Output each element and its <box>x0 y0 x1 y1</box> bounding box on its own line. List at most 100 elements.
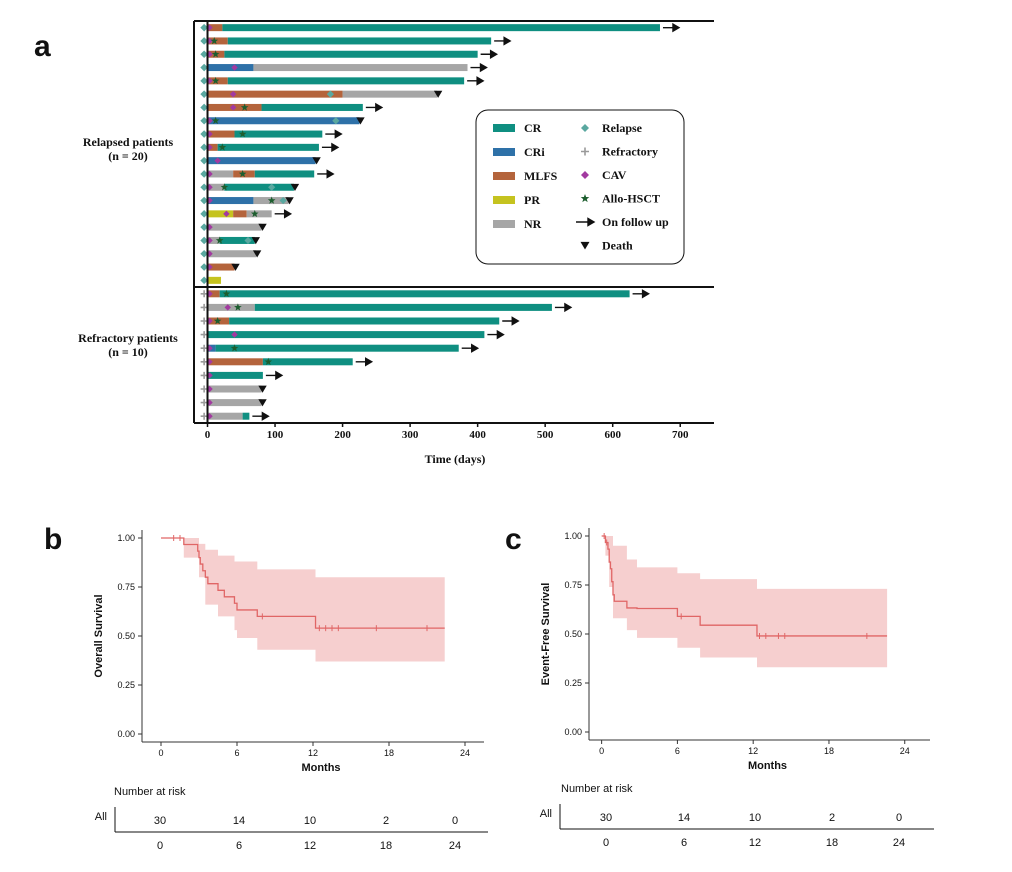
legend-label-refractory: Refractory <box>602 145 658 159</box>
patient-22-cr-bar <box>254 303 552 311</box>
patient-18-nr-bar <box>207 250 257 258</box>
patient-14-death-marker <box>285 197 294 205</box>
km-event-free-survival: 0.00 0.25 0.50 0.75 1.00 0 6 12 18 24 Months Event-… <box>540 528 934 849</box>
km1-risk-time-0: 0 <box>157 840 163 852</box>
panel-b-label: b <box>44 523 62 556</box>
patient-23-allo-marker <box>213 317 222 325</box>
km2-y-tick-label-0: 0.00 <box>564 727 582 737</box>
patient-24-refractory-marker <box>200 331 208 339</box>
patient-27-cr-bar <box>207 371 263 379</box>
patient-15-cav-marker <box>223 210 230 218</box>
patient-14-allo-marker <box>267 196 276 204</box>
patient-17-relapse-mid-1 <box>244 236 252 245</box>
patient-4-cav-marker <box>231 64 238 71</box>
patient-21-follow-arrow <box>632 289 650 299</box>
legend-frame <box>475 109 685 265</box>
km2-y-tick-label-4: 1.00 <box>564 531 582 541</box>
panel-c-label: c <box>505 523 522 556</box>
km1-risk-time-2: 12 <box>304 840 316 852</box>
patient-5-relapse-marker <box>200 77 208 85</box>
patient-9-relapse-marker <box>200 130 208 138</box>
swimmer-x-tick-label-100: 100 <box>267 429 284 441</box>
patient-19-mlfs-bar <box>207 263 235 271</box>
km2-y-tick-label-2: 0.50 <box>564 629 582 639</box>
patient-13-allo-marker <box>220 183 229 191</box>
km1-risk-row-label: All <box>95 811 107 823</box>
patient-9-follow-arrow <box>325 129 343 139</box>
patient-23-cr-bar <box>229 317 500 325</box>
patient-13-cr-bar <box>224 183 294 191</box>
group-count-refractory: (n = 10) <box>108 345 148 359</box>
patient-13-relapse-marker <box>200 183 208 192</box>
patient-16-relapse-marker <box>200 223 208 231</box>
km2-risk-time-4: 24 <box>893 837 905 849</box>
patient-3-follow-arrow <box>480 49 499 59</box>
legend-symbol-relapse <box>581 124 589 132</box>
patient-7-follow-arrow <box>365 102 384 113</box>
km1-confidence-band <box>161 538 445 662</box>
patient-7-allo-marker <box>240 103 249 111</box>
km2-x-tick-label-12: 12 <box>748 746 758 756</box>
swimmer-x-tick-label-600: 600 <box>604 429 621 441</box>
km2-risk-count-3: 2 <box>829 812 835 824</box>
patient-18-death-marker <box>252 250 262 258</box>
patient-30-cr-bar <box>242 412 250 420</box>
patient-13-relapse-mid-1 <box>268 183 276 191</box>
km1-x-tick-label-0: 0 <box>158 748 163 758</box>
patient-3-cr-bar <box>224 50 478 58</box>
patient-28-nr-bar <box>207 385 262 393</box>
km1-x-tick-label-6: 6 <box>234 748 239 758</box>
patient-18-relapse-marker <box>200 249 208 258</box>
patient-12-cr-bar <box>254 170 315 178</box>
patient-24-cr-bar <box>207 331 485 339</box>
km1-risk-count-4: 0 <box>452 815 458 827</box>
legend-swatch-nr <box>493 220 515 228</box>
km2-risk-row-label: All <box>540 808 552 820</box>
km1-y-tick-label-2: 0.50 <box>117 631 135 641</box>
patient-6-mlfs-bar <box>207 90 343 98</box>
legend-label-relapse: Relapse <box>602 121 643 135</box>
patient-10-cr-bar <box>217 143 319 151</box>
patient-10-relapse-marker <box>200 143 208 152</box>
legend-label-pr: PR <box>524 193 540 207</box>
patient-22-refractory-marker <box>200 303 208 311</box>
panel-a-label: a <box>34 30 51 63</box>
legend-label-death: Death <box>602 239 633 253</box>
group-label-refractory: Refractory patients <box>78 331 178 345</box>
km1-y-tick-label-3: 0.75 <box>117 582 135 592</box>
patient-10-follow-arrow <box>321 142 340 153</box>
patient-29-nr-bar <box>207 399 262 407</box>
km1-risk-count-0: 30 <box>154 815 166 827</box>
patient-15-relapse-marker <box>200 210 208 218</box>
patient-21-mlfs-bar <box>207 290 220 298</box>
patient-6-cav-marker <box>229 90 237 98</box>
swimmer-bars <box>207 24 660 420</box>
km2-x-tick-label-18: 18 <box>824 746 834 756</box>
km1-risk-count-3: 2 <box>383 815 389 827</box>
legend-swatch-cr <box>493 124 515 132</box>
patient-8-cri-bar <box>207 117 360 125</box>
patient-4-cri-bar <box>207 64 254 72</box>
swimmer-x-tick-label-400: 400 <box>469 429 486 441</box>
patient-5-allo-marker <box>211 76 220 85</box>
patient-21-cr-bar <box>219 290 630 298</box>
patient-1-relapse-marker <box>200 23 208 32</box>
patient-10-allo-marker <box>218 143 227 151</box>
legend-symbol-refractory <box>581 147 589 156</box>
patient-19-death-marker <box>231 263 240 271</box>
legend-label-mlfs: MLFS <box>524 169 558 183</box>
patient-25-allo-marker <box>230 344 239 352</box>
patient-22-cav-marker <box>224 304 231 311</box>
patient-11-cri-bar <box>207 157 316 165</box>
patient-8-relapse-marker <box>200 116 208 125</box>
km1-risk-time-4: 24 <box>449 840 461 852</box>
patient-8-relapse-mid-1 <box>332 117 340 125</box>
km2-risk-time-1: 6 <box>681 837 687 849</box>
patient-7-cav-marker <box>229 104 237 111</box>
group-label-relapsed: Relapsed patients <box>83 135 174 149</box>
swimmer-x-tick-label-200: 200 <box>334 429 351 441</box>
patient-8-cav-marker <box>206 117 213 124</box>
patient-7-relapse-marker <box>200 103 208 112</box>
km2-x-axis-title: Months <box>748 760 787 772</box>
patient-12-follow-arrow <box>317 169 335 179</box>
